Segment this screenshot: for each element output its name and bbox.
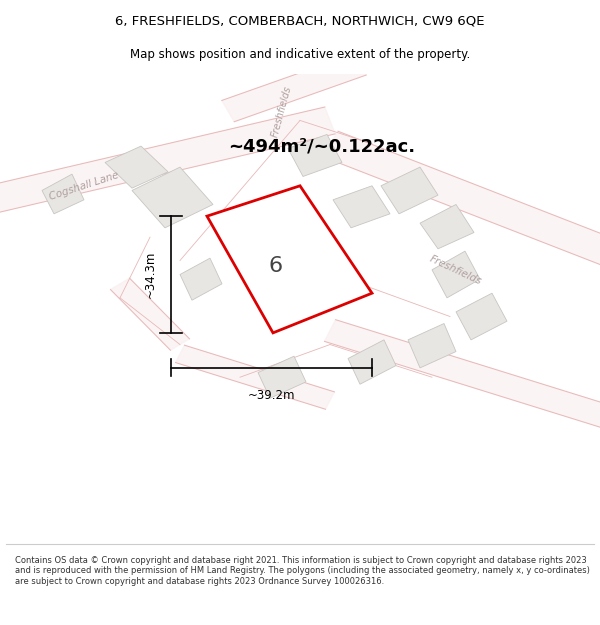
Polygon shape — [325, 320, 600, 435]
Polygon shape — [258, 356, 306, 398]
Polygon shape — [348, 340, 396, 384]
Text: Contains OS data © Crown copyright and database right 2021. This information is : Contains OS data © Crown copyright and d… — [15, 556, 590, 586]
Polygon shape — [207, 186, 372, 333]
Polygon shape — [333, 186, 390, 228]
Text: ~39.2m: ~39.2m — [248, 389, 295, 402]
Polygon shape — [288, 134, 342, 176]
Polygon shape — [176, 345, 334, 409]
Text: Freshfields: Freshfields — [428, 253, 484, 286]
Polygon shape — [42, 174, 84, 214]
Text: Cogshall Lane: Cogshall Lane — [48, 170, 120, 202]
Polygon shape — [180, 258, 222, 300]
Polygon shape — [420, 204, 474, 249]
Text: Map shows position and indicative extent of the property.: Map shows position and indicative extent… — [130, 48, 470, 61]
Polygon shape — [132, 167, 213, 228]
Polygon shape — [0, 107, 335, 218]
Polygon shape — [381, 167, 438, 214]
Polygon shape — [408, 324, 456, 368]
Polygon shape — [432, 251, 480, 298]
Polygon shape — [222, 54, 366, 122]
Polygon shape — [456, 293, 507, 340]
Text: 6: 6 — [269, 256, 283, 276]
Text: ~34.3m: ~34.3m — [143, 251, 157, 298]
Polygon shape — [322, 131, 600, 273]
Text: Freshfields: Freshfields — [270, 84, 294, 138]
Polygon shape — [105, 146, 168, 188]
Text: ~494m²/~0.122ac.: ~494m²/~0.122ac. — [228, 137, 415, 155]
Polygon shape — [110, 278, 190, 350]
Text: 6, FRESHFIELDS, COMBERBACH, NORTHWICH, CW9 6QE: 6, FRESHFIELDS, COMBERBACH, NORTHWICH, C… — [115, 14, 485, 27]
